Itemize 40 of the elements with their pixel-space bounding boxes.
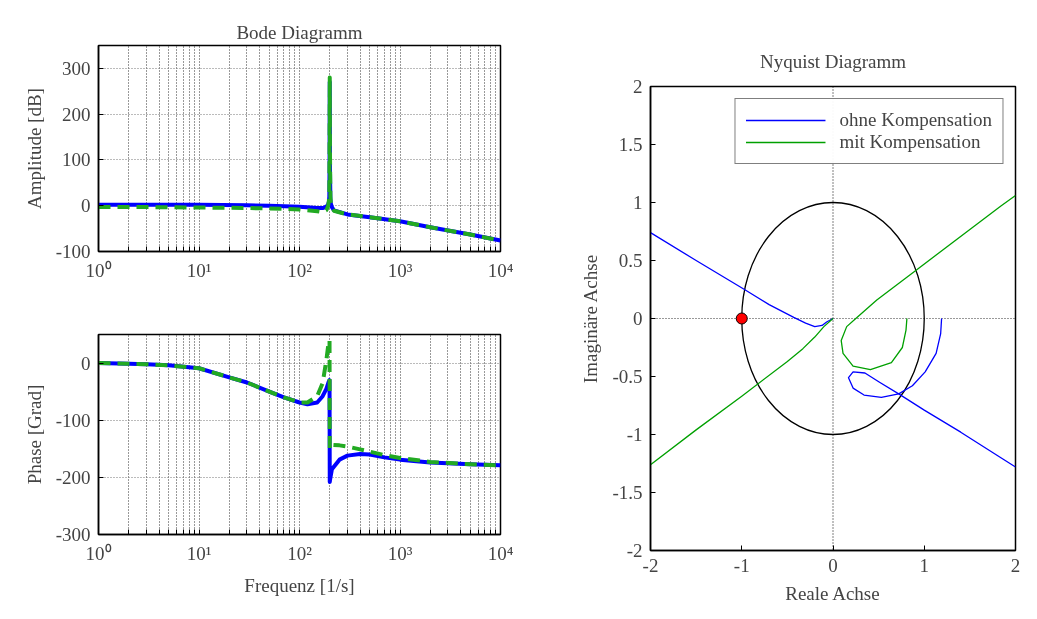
x-tick-label: 10⁴: [487, 542, 514, 564]
x-tick-label: 2: [1010, 554, 1021, 576]
chart-title: Bode Diagramm: [236, 21, 363, 43]
y-tick-label: -300: [55, 524, 91, 545]
y-tick-label: 200: [62, 103, 91, 125]
x-tick-label: 10³: [387, 259, 413, 281]
y-tick-label: 1: [633, 192, 643, 213]
y-tick-label: 0: [81, 352, 91, 374]
y-tick-label: -1.5: [612, 482, 643, 503]
x-tick-label: 1: [919, 554, 929, 576]
y-tick-label: -100: [55, 409, 91, 431]
x-tick-label: 10¹: [186, 259, 212, 281]
y-tick-label: 300: [62, 57, 91, 79]
x-axis-title: Reale Achse: [785, 582, 880, 604]
y-tick-label: -0.5: [612, 366, 643, 387]
x-tick-label: 10²: [287, 259, 313, 281]
y-tick-label: 1.5: [618, 134, 643, 155]
y-axis-title: Imaginäre Achse: [580, 254, 602, 384]
x-tick-label: 0: [828, 554, 838, 576]
y-tick-label: 0: [81, 195, 91, 217]
y-tick-label: 100: [62, 149, 91, 171]
x-tick-label: 10⁰: [85, 259, 112, 281]
y-tick-label: 0.5: [618, 250, 643, 271]
x-tick-label: 10⁴: [487, 259, 514, 281]
x-tick-label: 10³: [387, 542, 413, 564]
y-axis-title: Phase [Grad]: [23, 384, 45, 485]
x-tick-label: -1: [733, 554, 750, 576]
y-tick-label: 0: [633, 308, 643, 329]
y-tick-label: -200: [55, 466, 91, 488]
y-tick-label: -100: [55, 241, 91, 262]
x-tick-label: 10¹: [186, 542, 212, 564]
y-axis-title: Amplitude [dB]: [23, 88, 45, 209]
x-tick-label: 10⁰: [85, 542, 112, 564]
y-tick-label: 2: [633, 76, 643, 97]
chart-title: Nyquist Diagramm: [759, 50, 907, 72]
legend-label: mit Kompensation: [839, 131, 981, 153]
x-axis-title: Frequenz [1/s]: [244, 574, 355, 596]
legend-label: ohne Kompensation: [839, 109, 992, 131]
y-tick-label: -1: [626, 424, 643, 445]
x-tick-label: 10²: [287, 542, 313, 564]
